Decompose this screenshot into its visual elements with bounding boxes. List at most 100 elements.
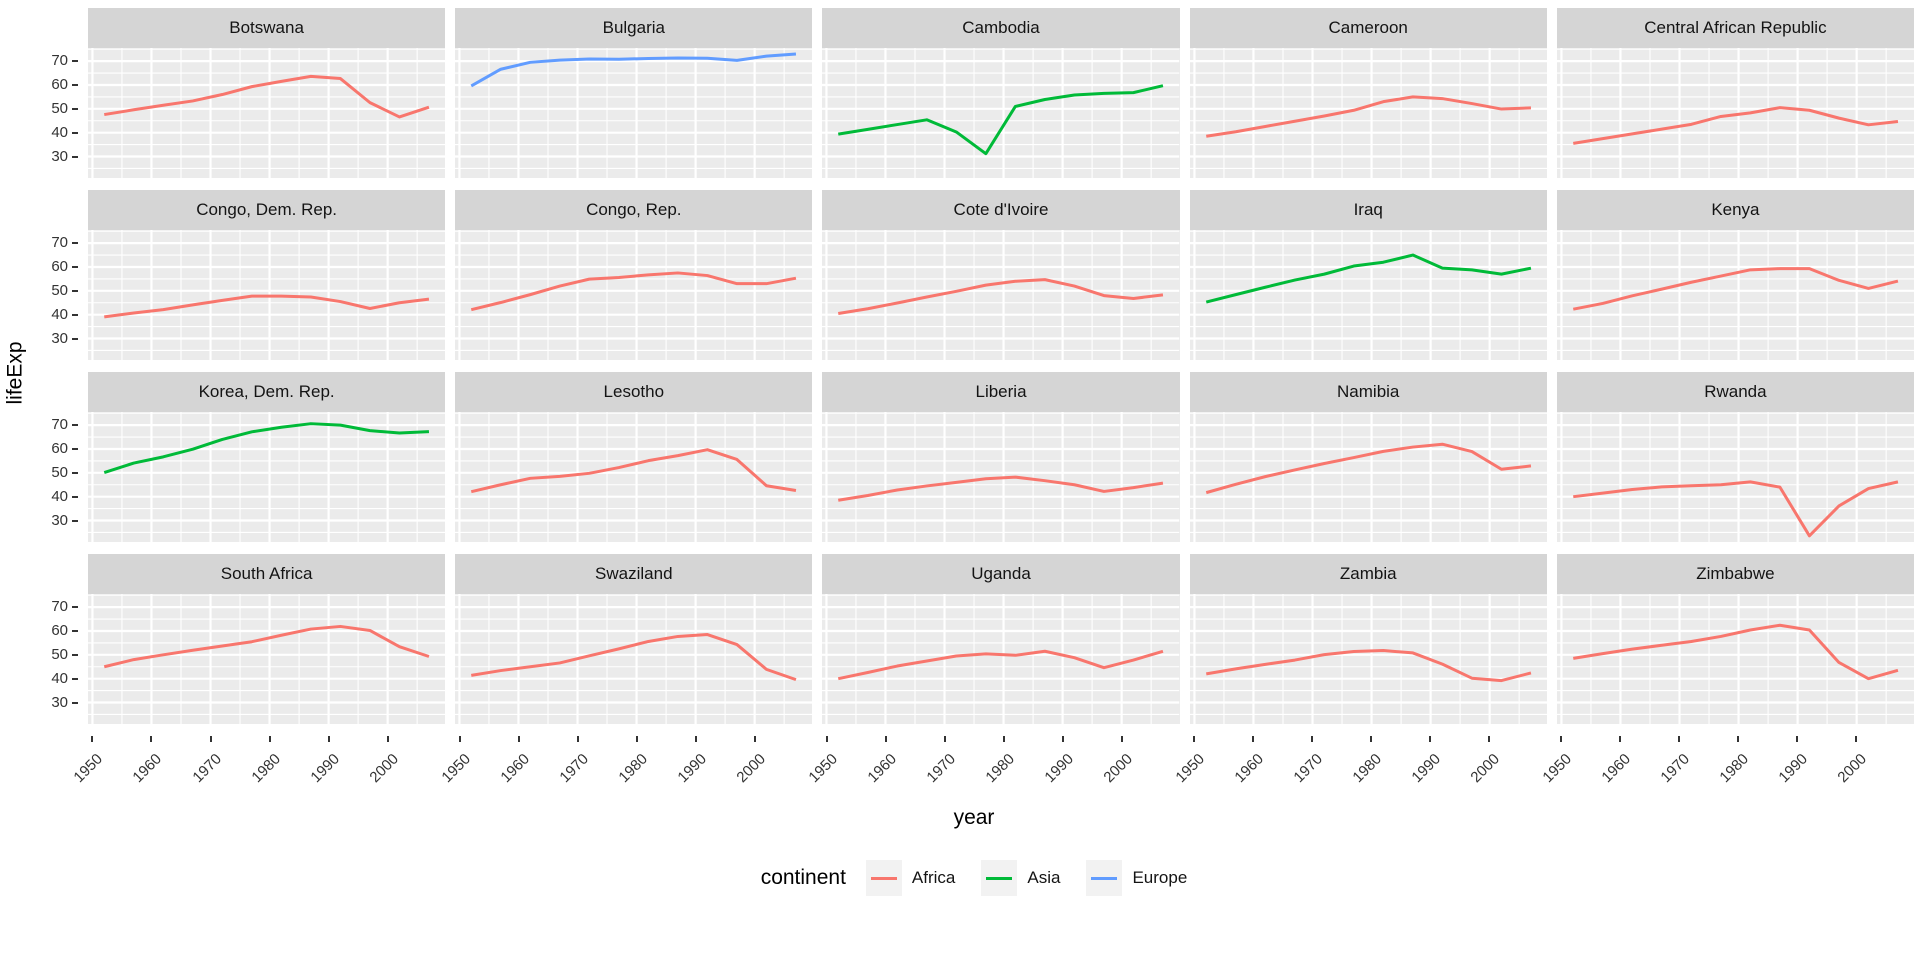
facet-strip: Bulgaria [455, 8, 813, 48]
facet: Rwanda [1556, 372, 1915, 542]
y-tick-label: 30 [51, 511, 68, 529]
y-tick-label: 30 [51, 329, 68, 347]
x-axis-cell: 1950 1960 1970 1980 1990 2000 [1172, 736, 1547, 798]
x-tick-mark [1855, 736, 1858, 742]
legend-label: Europe [1132, 868, 1188, 887]
x-axis-cell: 1950 1960 1970 1980 1990 2000 [438, 736, 812, 798]
x-axis-cell: 1950 1960 1970 1980 1990 2000 [1540, 736, 1914, 798]
x-tick-label: 1980 [615, 750, 651, 787]
x-tick-mark [1062, 736, 1064, 742]
y-axis-ticks: 30 40 50 60 70 [34, 412, 78, 542]
y-tick-mark [72, 653, 78, 656]
facet-strip-label: Cameroon [1328, 18, 1408, 37]
x-axis-cell: 1950 1960 1970 1980 1990 2000 [805, 736, 1179, 798]
x-tick-mark [1737, 736, 1740, 742]
y-axis-title: lifeExp [4, 341, 27, 405]
x-tick-mark [825, 736, 828, 742]
x-tick-label: 1970 [556, 750, 592, 787]
facet-strip-label: Uganda [971, 564, 1031, 583]
y-axis-ticks: 30 40 50 60 70 [34, 594, 78, 724]
x-tick-mark [150, 736, 153, 742]
facet: Zambia [1189, 554, 1547, 724]
facet-row: 30 40 50 60 70 Botswana Bulgaria Cambodia Camero… [34, 8, 1915, 178]
y-tick-mark [72, 701, 78, 704]
panel-canvas [822, 594, 1179, 724]
x-tick-mark [517, 736, 520, 742]
facet: Central African Republic [1556, 8, 1915, 178]
y-tick-mark [72, 606, 78, 609]
facet-row: 30 40 50 60 70 South Africa Swaziland Uganda Zam… [34, 554, 1915, 724]
y-tick-mark [72, 60, 78, 63]
facet-row: 30 40 50 60 70 Congo, Dem. Rep. Congo, Rep. Cot… [34, 190, 1915, 360]
facet-strip-label: Iraq [1353, 200, 1383, 219]
facet: Zimbabwe [1556, 554, 1915, 724]
legend-key: Europe [1086, 860, 1187, 896]
x-tick-mark [943, 736, 946, 742]
y-tick-mark [72, 519, 78, 522]
y-tick-label: 60 [51, 75, 68, 93]
series-line [839, 280, 1164, 314]
facet: Uganda [822, 554, 1180, 724]
y-tick-label: 50 [51, 99, 68, 117]
legend-label: Africa [911, 868, 956, 887]
x-tick-label: 2000 [1834, 750, 1871, 787]
panel-canvas [1190, 230, 1547, 360]
legend-title: continent [760, 866, 846, 889]
x-tick-mark [1311, 736, 1314, 742]
x-tick-mark [1619, 736, 1622, 742]
y-axis-ticks: 30 40 50 60 70 [34, 48, 78, 178]
facet-panel [1189, 48, 1547, 178]
x-axis: 1950 1960 1970 1980 1990 2000 1950 1960 1970 1980… [34, 736, 1914, 798]
facet-strip-label: Namibia [1337, 382, 1400, 401]
y-tick-mark [72, 447, 78, 450]
series-line [1573, 482, 1898, 536]
y-tick-label: 70 [51, 416, 68, 434]
y-axis-gutter: 30 40 50 60 70 [34, 190, 78, 360]
facet-panel [1189, 594, 1547, 724]
y-tick-mark [72, 242, 78, 245]
x-tick-label: 1960 [864, 750, 900, 787]
facet: Congo, Rep. [455, 190, 813, 360]
y-tick-mark [72, 629, 78, 632]
x-tick-label: 1980 [1716, 750, 1753, 787]
legend-key: Africa [865, 860, 956, 896]
facet-panel [822, 594, 1180, 724]
facet-strip-label: Zimbabwe [1696, 564, 1775, 583]
x-tick-mark [884, 736, 887, 742]
facet-strip: Rwanda [1556, 372, 1915, 412]
y-tick-mark [72, 289, 78, 292]
facet-strip: Iraq [1189, 190, 1547, 230]
series-line [1206, 97, 1531, 136]
panel-canvas [455, 48, 812, 178]
x-tick-label: 1990 [1775, 750, 1812, 787]
facet-strip-label: Korea, Dem. Rep. [198, 382, 335, 401]
x-axis-spacer [34, 736, 78, 798]
facet-strip: Lesotho [455, 372, 813, 412]
facet-panel [1556, 594, 1915, 724]
plot-area: 30 40 50 60 70 Botswana Bulgaria Cambodia Camero… [34, 8, 1915, 896]
facet-strip: Congo, Rep. [455, 190, 813, 230]
y-tick-label: 30 [51, 693, 68, 711]
facet-strip-label: Cambodia [962, 18, 1040, 37]
y-tick-mark [72, 337, 78, 340]
x-tick-mark [268, 736, 271, 742]
y-tick-label: 60 [51, 621, 68, 639]
x-tick-label: 2000 [733, 750, 769, 787]
facet-panel [822, 412, 1180, 542]
facet-panel [88, 230, 446, 360]
x-tick-label: 2000 [1100, 750, 1137, 787]
series-line [104, 424, 429, 473]
facet-strip-label: Zambia [1339, 564, 1397, 583]
facet-row: 30 40 50 60 70 Korea, Dem. Rep. Lesotho Liberia… [34, 372, 1915, 542]
facet-strip: Liberia [822, 372, 1180, 412]
x-tick-label: 1960 [1231, 750, 1268, 787]
facet: Swaziland [455, 554, 813, 724]
legend-label: Asia [1027, 868, 1061, 887]
facet-strip-label: Botswana [229, 18, 304, 37]
y-tick-label: 50 [51, 463, 68, 481]
facet: Cote d'Ivoire [822, 190, 1180, 360]
y-tick-label: 30 [51, 147, 68, 165]
facet-panel [1556, 412, 1915, 542]
x-tick-mark [694, 736, 697, 742]
facet-strip-label: Swaziland [595, 564, 673, 583]
